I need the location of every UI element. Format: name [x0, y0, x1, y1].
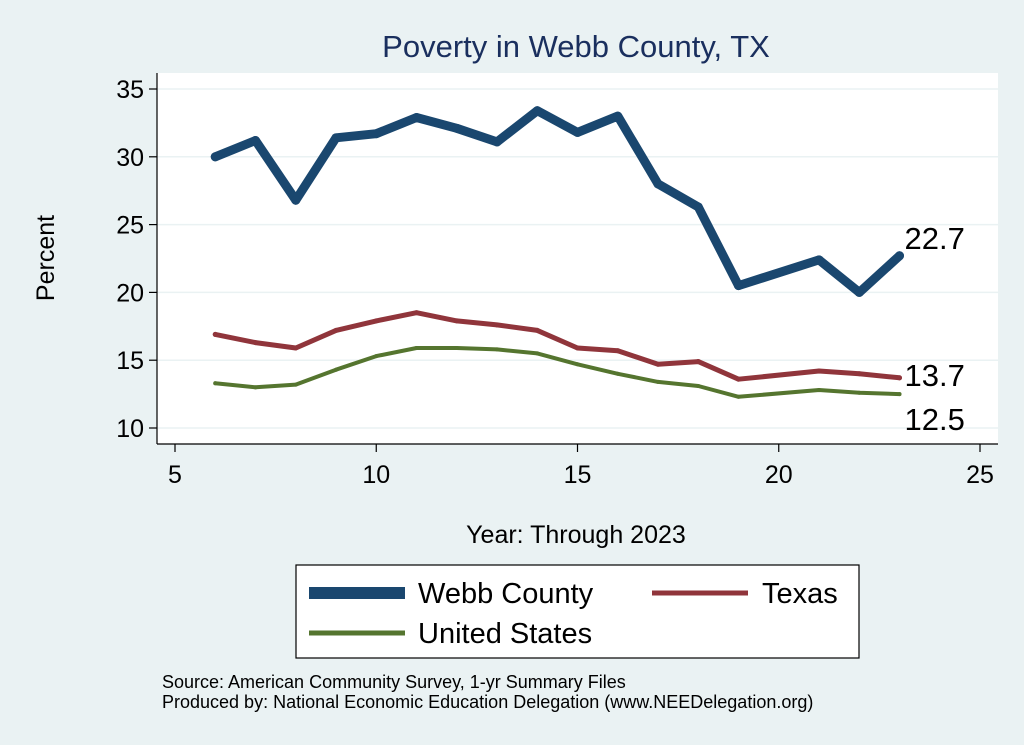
- data-point-texas: [373, 318, 379, 324]
- legend: Webb County Texas United States: [295, 564, 860, 659]
- ticks: 10 15 20 25 30 35 5 10 15 20 25: [116, 76, 994, 489]
- x-tick-label: 20: [765, 461, 793, 489]
- data-point-united-states: [293, 382, 298, 387]
- data-point-united-states: [454, 345, 459, 350]
- legend-label-webb-county: Webb County: [418, 578, 594, 610]
- data-point-webb-county: [412, 112, 421, 122]
- x-tick-label: 25: [966, 461, 994, 489]
- data-point-united-states: [374, 354, 379, 359]
- end-value-label-united-states: 12.5: [905, 402, 965, 437]
- data-point-texas: [414, 310, 419, 316]
- data-point-webb-county: [492, 137, 502, 147]
- data-point-webb-county: [371, 129, 381, 139]
- data-point-texas: [253, 340, 258, 346]
- end-labels: 22.7 13.7 12.5: [905, 221, 965, 437]
- x-axis-label: Year: Through 2023: [466, 521, 686, 549]
- data-point-webb-county: [452, 123, 462, 133]
- end-value-label-texas: 13.7: [905, 358, 965, 393]
- data-point-united-states: [897, 392, 902, 397]
- grid: [157, 88, 998, 429]
- source-note: Source: American Community Survey, 1-yr …: [162, 672, 626, 692]
- end-value-label-webb-county: 22.7: [905, 221, 965, 256]
- y-tick-label: 20: [116, 279, 144, 307]
- data-point-webb-county: [613, 111, 623, 121]
- data-point-webb-county: [653, 179, 663, 189]
- x-tick-label: 10: [362, 461, 390, 489]
- data-point-webb-county: [693, 202, 703, 212]
- data-point-texas: [655, 361, 661, 367]
- data-point-united-states: [696, 383, 701, 388]
- legend-label-united-states: United States: [418, 618, 592, 650]
- data-point-united-states: [656, 379, 660, 384]
- data-point-texas: [454, 318, 460, 324]
- data-point-texas: [494, 322, 500, 328]
- chart-title: Poverty in Webb County, TX: [382, 29, 770, 64]
- data-point-texas: [615, 348, 621, 354]
- data-point-united-states: [615, 371, 620, 376]
- y-tick-label: 10: [116, 415, 144, 443]
- data-point-united-states: [736, 394, 741, 399]
- data-point-texas: [534, 327, 540, 333]
- producer-note: Produced by: National Economic Education…: [162, 692, 813, 712]
- data-point-texas: [575, 345, 580, 351]
- data-point-webb-county: [814, 255, 824, 265]
- data-point-webb-county: [210, 152, 220, 162]
- data-point-webb-county: [532, 106, 542, 116]
- data-point-webb-county: [291, 195, 301, 205]
- data-point-webb-county: [573, 127, 582, 137]
- data-point-texas: [856, 371, 862, 377]
- data-point-united-states: [334, 367, 338, 372]
- series: [210, 106, 904, 399]
- data-point-united-states: [253, 385, 258, 390]
- data-point-webb-county: [854, 287, 864, 297]
- data-point-united-states: [857, 390, 862, 395]
- y-tick-label: 35: [116, 76, 144, 104]
- data-point-texas: [293, 345, 299, 351]
- data-point-united-states: [575, 362, 580, 367]
- data-point-united-states: [414, 345, 419, 350]
- y-tick-label: 15: [116, 347, 144, 375]
- y-tick-label: 25: [116, 212, 144, 240]
- data-point-webb-county: [251, 136, 260, 146]
- legend-box: [295, 564, 860, 659]
- data-point-united-states: [817, 388, 821, 393]
- data-point-webb-county: [331, 133, 341, 143]
- data-point-webb-county: [895, 251, 904, 261]
- data-point-texas: [333, 327, 339, 333]
- legend-label-texas: Texas: [762, 578, 838, 610]
- data-point-texas: [736, 376, 741, 382]
- x-tick-label: 15: [564, 461, 592, 489]
- data-point-united-states: [213, 381, 218, 386]
- data-point-texas: [816, 368, 822, 374]
- x-tick-label: 5: [168, 461, 182, 489]
- data-point-texas: [897, 375, 902, 381]
- y-tick-label: 30: [116, 144, 144, 172]
- data-point-united-states: [495, 347, 499, 352]
- data-point-webb-county: [734, 281, 743, 291]
- data-point-texas: [212, 331, 218, 337]
- y-axis-label: Percent: [32, 215, 60, 301]
- data-point-texas: [695, 359, 701, 365]
- data-point-united-states: [535, 351, 540, 356]
